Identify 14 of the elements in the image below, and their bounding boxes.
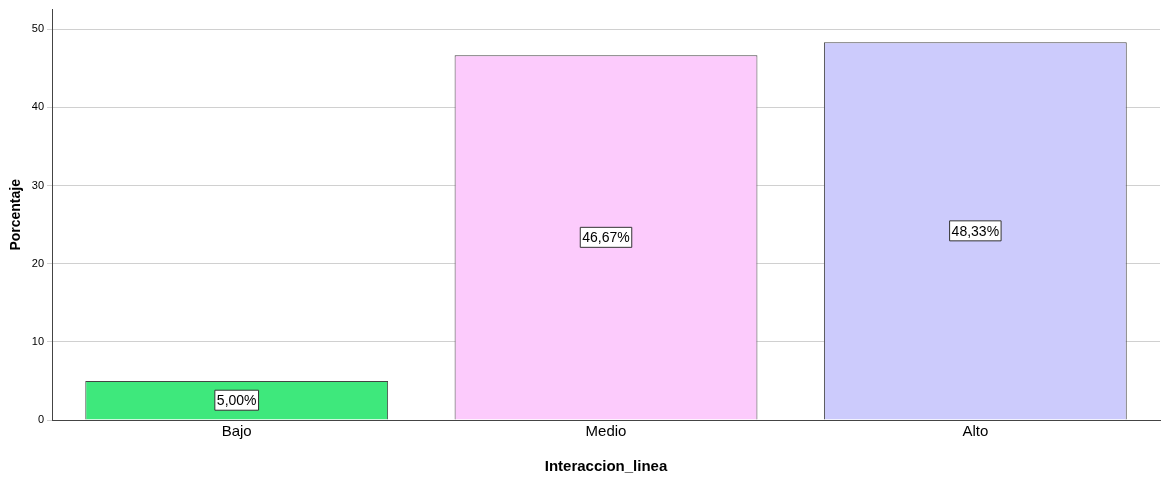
y-tick-label: 0	[37, 413, 45, 426]
y-tick-label: 20	[31, 256, 45, 269]
x-axis-title: Interaccion_linea	[544, 457, 668, 475]
data-label: 5,00%	[216, 392, 257, 409]
x-tick-label: Bajo	[221, 422, 252, 440]
y-tick-label: 50	[31, 22, 45, 35]
data-label: 48,33%	[951, 222, 1000, 239]
x-tick-label: Alto	[962, 422, 989, 440]
y-tick-label: 30	[31, 178, 45, 191]
x-tick-label: Medio	[585, 422, 627, 440]
data-label: 46,67%	[582, 229, 630, 246]
y-tick-label: 40	[31, 100, 45, 113]
y-tick-label: 10	[31, 334, 45, 347]
y-axis-title: Porcentaje	[7, 178, 24, 251]
